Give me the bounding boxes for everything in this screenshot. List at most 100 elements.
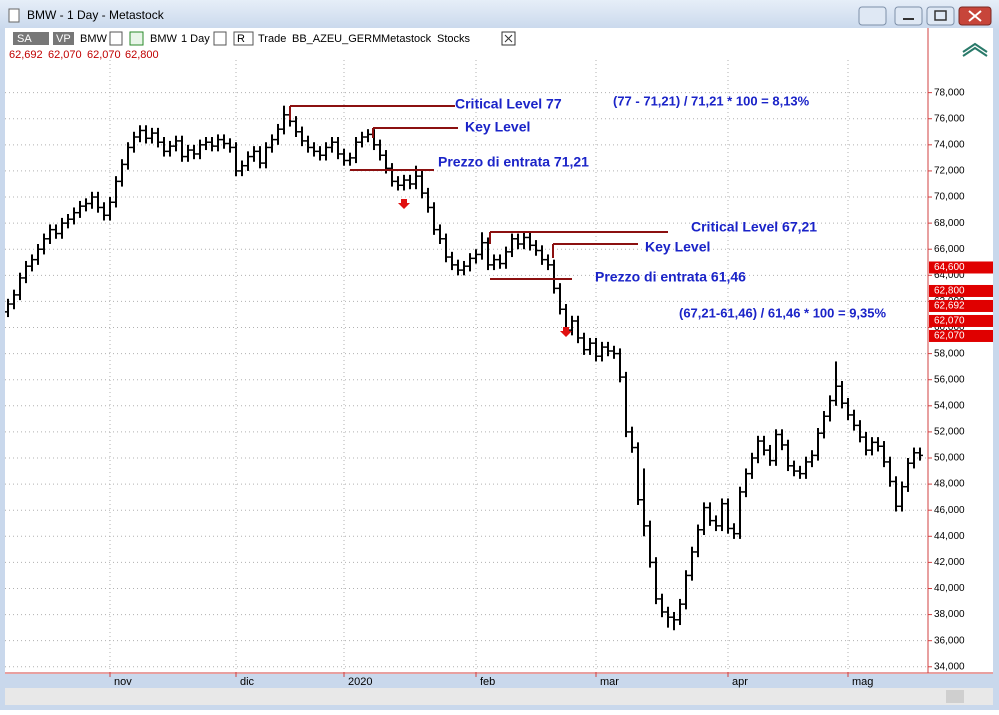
- ohlc-bar: [737, 486, 743, 539]
- ohlc-bar: [11, 289, 17, 310]
- toolbar-item: R: [237, 33, 245, 45]
- ohlc-bar: [521, 232, 527, 250]
- ohlc-bar: [335, 137, 341, 160]
- ohlc-bar: [41, 233, 47, 255]
- y-tick-label: 56,000: [934, 374, 965, 385]
- ohlc-bar: [743, 468, 749, 498]
- ohlc-bar: [671, 611, 677, 631]
- quote-value: 62,692: [9, 49, 43, 61]
- ohlc-bar: [515, 233, 521, 250]
- ohlc-bar: [635, 442, 641, 505]
- ohlc-bar: [665, 606, 671, 628]
- help-button[interactable]: [858, 6, 887, 26]
- ohlc-bar: [137, 125, 143, 143]
- ohlc-bar: [491, 254, 497, 271]
- ohlc-bar: [629, 426, 635, 453]
- ohlc-bar: [437, 224, 443, 244]
- axes: 34,000 36,000 38,000 40,000 42,000 44,000 46,0…: [5, 28, 993, 688]
- ohlc-bar: [479, 232, 485, 260]
- y-tick-label: 58,000: [934, 348, 965, 359]
- ohlc-bar: [575, 315, 581, 344]
- ohlc-bar: [407, 174, 413, 190]
- ohlc-bar: [35, 244, 41, 265]
- y-tick-label: 42,000: [934, 557, 965, 568]
- sa-button[interactable]: [13, 32, 49, 45]
- scrollbar[interactable]: [5, 688, 993, 705]
- ohlc-bar: [5, 298, 11, 318]
- ohlc-bar: [827, 395, 833, 422]
- ohlc-bar: [53, 224, 59, 239]
- annotation: Critical Level 77: [455, 96, 562, 112]
- ohlc-bar: [707, 502, 713, 526]
- ohlc-bar: [497, 254, 503, 269]
- ohlc-bar: [257, 146, 263, 169]
- price-marker: [929, 314, 993, 327]
- y-tick-label: 46,000: [934, 505, 965, 516]
- y-tick-label: 36,000: [934, 635, 965, 646]
- ohlc-bar: [641, 468, 647, 537]
- ohlc-bar: [653, 557, 659, 605]
- ohlc-bar: [389, 163, 395, 187]
- ohlc-bar: [857, 420, 863, 443]
- y-tick-label: 34,000: [934, 661, 965, 672]
- ohlc-bar: [779, 429, 785, 451]
- chart-icon[interactable]: [962, 42, 988, 57]
- x-tick-label: dic: [240, 676, 255, 688]
- x-tick-label: nov: [114, 676, 132, 688]
- price-marker: [929, 284, 993, 297]
- maximize-icon: [934, 10, 947, 21]
- ohlc-bar: [101, 202, 107, 221]
- ohlc-bar: [611, 345, 617, 359]
- quote-value: 62,800: [125, 49, 159, 61]
- x-tick-label: mar: [600, 676, 619, 688]
- r-button[interactable]: [233, 31, 254, 46]
- ohlc-bar: [569, 315, 575, 336]
- ohlc-bar: [293, 116, 299, 137]
- toolbar-item: BMW: [80, 33, 108, 45]
- ohlc-bar: [263, 142, 269, 169]
- ohlc-bar: [533, 240, 539, 256]
- y-tick-label: 48,000: [934, 479, 965, 490]
- ohlc-bar: [425, 187, 431, 213]
- maximize-button[interactable]: [926, 6, 955, 26]
- indicator-button[interactable]: [129, 31, 144, 46]
- dropdown[interactable]: [109, 31, 123, 46]
- price-marker: [929, 299, 993, 312]
- ohlc-bar: [89, 191, 95, 209]
- ohlc-bar: [473, 249, 479, 264]
- ohlc-bar: [773, 429, 779, 466]
- ohlc-bar: [905, 458, 911, 492]
- toolbar-item: Stocks: [437, 33, 471, 45]
- price-marker-label: 62,070: [934, 316, 965, 327]
- ohlc-bar: [107, 197, 113, 221]
- ohlc-bar: [29, 254, 35, 272]
- y-tick-label: 64,000: [934, 270, 965, 281]
- ohlc-bar: [71, 207, 77, 225]
- ohlc-bar: [221, 134, 227, 149]
- ohlc-bar: [839, 381, 845, 409]
- ohlc-bar: [317, 146, 323, 161]
- dropdown[interactable]: [213, 31, 227, 46]
- toolbar-item: SA: [17, 33, 32, 45]
- ohlc-bar: [359, 131, 365, 148]
- ohlc-bar: [167, 140, 173, 157]
- y-tick-label: 70,000: [934, 192, 965, 203]
- scroll-thumb[interactable]: [946, 690, 964, 703]
- minimize-button[interactable]: [894, 6, 923, 26]
- ohlc-bar: [311, 142, 317, 157]
- ohlc-bar: [191, 144, 197, 160]
- y-tick-label: 72,000: [934, 166, 965, 177]
- window-buttons: [858, 6, 992, 26]
- ohlc-bar: [749, 452, 755, 479]
- annotation: Critical Level 67,21: [691, 219, 817, 235]
- ohlc-bar: [917, 447, 923, 461]
- price-marker: [929, 329, 993, 342]
- price-bars: [5, 105, 923, 631]
- ohlc-bar: [545, 254, 551, 271]
- ohlc-bar: [893, 476, 899, 512]
- ohlc-bar: [245, 151, 251, 171]
- y-tick-label: 40,000: [934, 583, 965, 594]
- vp-button[interactable]: [53, 32, 74, 45]
- ohlc-bar: [881, 441, 887, 468]
